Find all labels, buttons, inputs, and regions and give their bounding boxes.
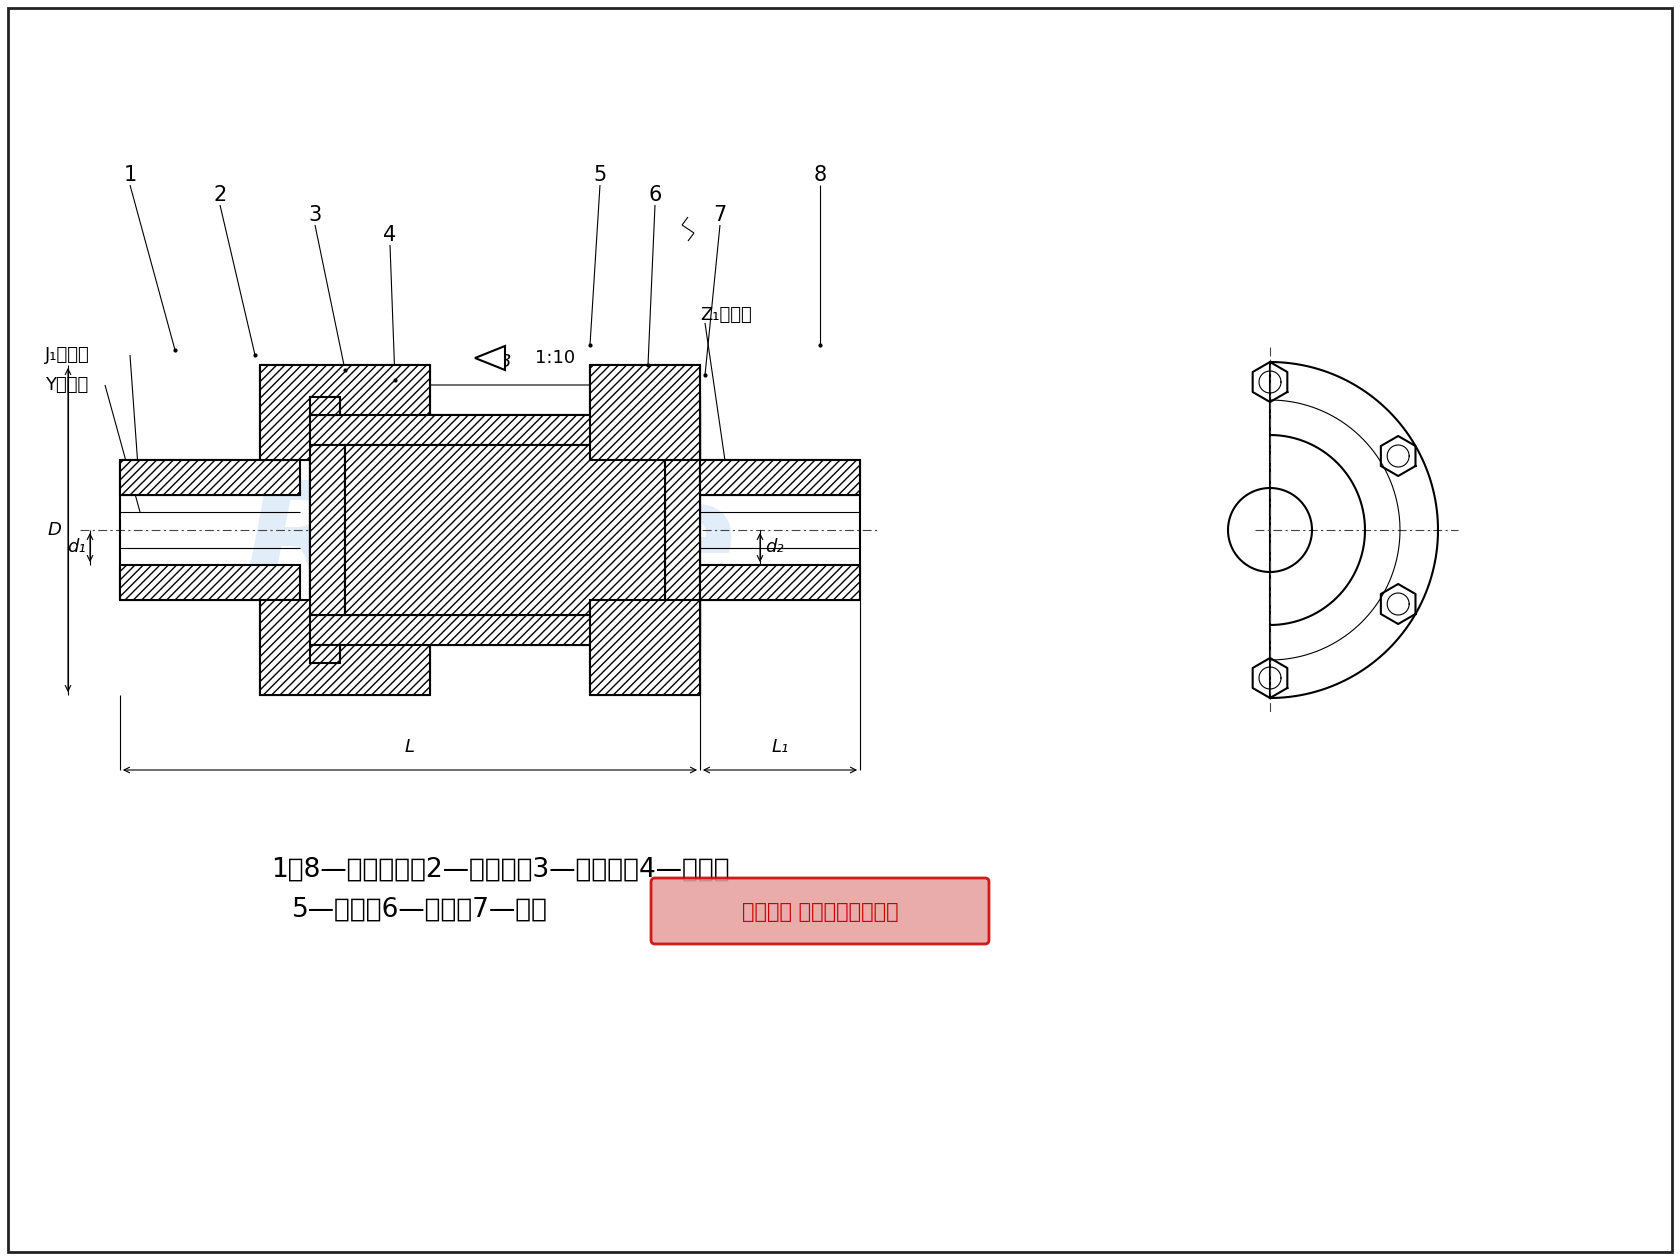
Bar	[311, 397, 339, 415]
Bar	[665, 445, 701, 615]
Text: 1:10: 1:10	[534, 349, 575, 367]
Text: Rokee: Rokee	[242, 475, 738, 615]
Text: 版权所有 侵权必被严厉追究: 版权所有 侵权必被严厉追究	[741, 902, 899, 922]
Text: 5—柱销；6—螺栓；7—垫圈: 5—柱销；6—螺栓；7—垫圈	[292, 897, 548, 924]
Text: 1、8—半联轴器；2—外挡板；3—内挡板；4—外套；: 1、8—半联轴器；2—外挡板；3—内挡板；4—外套；	[270, 857, 729, 883]
Text: L: L	[405, 738, 415, 756]
Text: D: D	[47, 520, 60, 539]
Bar	[119, 460, 301, 495]
Text: 3: 3	[309, 205, 321, 226]
Bar	[260, 600, 430, 696]
Bar	[670, 645, 701, 663]
Bar	[344, 445, 665, 615]
Bar	[701, 564, 860, 600]
Bar	[701, 460, 860, 495]
Text: d₁: d₁	[67, 538, 86, 557]
Bar	[670, 397, 701, 415]
Text: 2: 2	[213, 185, 227, 205]
Bar	[590, 365, 701, 460]
Bar	[450, 536, 564, 605]
Bar	[311, 445, 344, 615]
Bar	[311, 415, 701, 445]
Polygon shape	[475, 346, 506, 370]
Text: ®: ®	[714, 460, 746, 489]
Bar	[311, 645, 339, 663]
FancyBboxPatch shape	[652, 878, 990, 944]
Bar	[590, 600, 701, 696]
Text: 8: 8	[813, 165, 827, 185]
Text: 7: 7	[714, 205, 727, 226]
Text: Y型轴孔: Y型轴孔	[45, 375, 89, 394]
Text: B: B	[499, 353, 511, 370]
Text: J₁型轴孔: J₁型轴孔	[45, 346, 89, 364]
Bar	[311, 615, 701, 645]
Text: 4: 4	[383, 226, 396, 244]
Text: 5: 5	[593, 165, 606, 185]
Bar	[119, 564, 301, 600]
Text: L₁: L₁	[771, 738, 788, 756]
Text: 1: 1	[123, 165, 136, 185]
Text: Z₁型轴孔: Z₁型轴孔	[701, 306, 751, 324]
Bar	[260, 365, 430, 460]
Text: 6: 6	[648, 185, 662, 205]
Text: d₂: d₂	[764, 538, 783, 557]
